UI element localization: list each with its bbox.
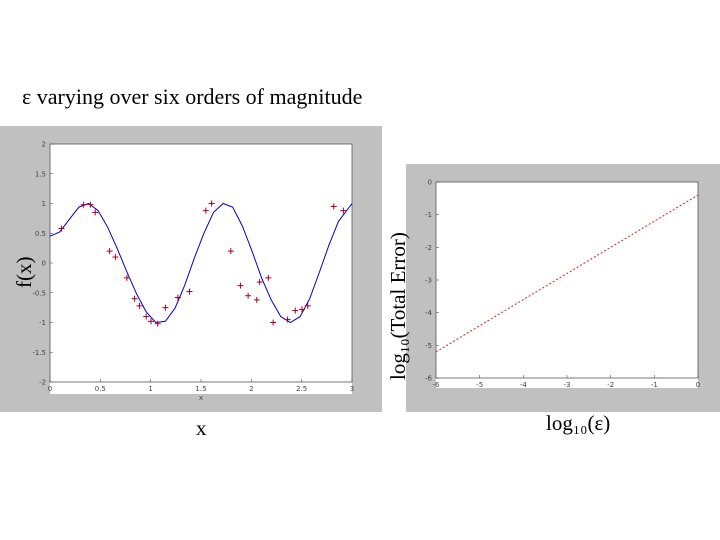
data-marker-0-4 bbox=[106, 248, 113, 255]
data-marker-0-27 bbox=[304, 302, 311, 309]
data-marker-0-21 bbox=[256, 279, 263, 286]
chart-panel-function: 0 0.5 1 1.5 2 2.5 3 2 1.5 1 0.5 0 -0.5 -1 -1.5 -2 x bbox=[0, 126, 382, 412]
data-marker-0-3 bbox=[92, 209, 99, 216]
plot-area-error: -6 -5 -4 -3 -2 -1 0 0 -1 -2 -3 -4 -5 -6 bbox=[425, 179, 700, 390]
y-tick-label-1-0: 0 bbox=[428, 179, 432, 187]
data-marker-0-7 bbox=[131, 295, 138, 302]
y-tick-label-1-3: -3 bbox=[425, 277, 432, 285]
series-line-0-0 bbox=[49, 202, 353, 324]
y-tick-label-1-2: -2 bbox=[425, 244, 432, 252]
x-tick-label-1-5: -1 bbox=[651, 381, 658, 389]
data-marker-0-16 bbox=[208, 200, 215, 207]
data-marker-0-14 bbox=[186, 288, 193, 295]
data-marker-0-15 bbox=[202, 207, 209, 214]
y-axis-label-function: f(x) bbox=[12, 256, 36, 288]
x-axis-label-error: log₁₀(ε) bbox=[546, 411, 610, 436]
x-tick-label-1-1: -5 bbox=[476, 381, 483, 389]
y-tick-label-0-2: 1 bbox=[42, 200, 46, 208]
y-tick-label-0-6: -1 bbox=[39, 319, 46, 327]
x-tick-label-1-6: 0 bbox=[696, 381, 700, 389]
y-tick-label-1-1: -1 bbox=[425, 211, 432, 219]
data-marker-0-13 bbox=[174, 294, 181, 301]
error-plot-svg: -6 -5 -4 -3 -2 -1 0 0 -1 -2 -3 -4 -5 -6 bbox=[425, 179, 700, 390]
x-axis-label-function: x bbox=[196, 416, 207, 440]
data-marker-0-12 bbox=[162, 304, 169, 311]
chart-panel-error: -6 -5 -4 -3 -2 -1 0 0 -1 -2 -3 -4 -5 -6 bbox=[406, 164, 720, 412]
series-line-1-0 bbox=[435, 194, 699, 353]
y-axis-label-error-text: log₁₀(Total Error) bbox=[386, 232, 410, 380]
data-marker-0-10 bbox=[147, 318, 154, 325]
x-tick-label-0-1: 0.5 bbox=[95, 385, 106, 393]
y-tick-label-0-1: 1.5 bbox=[35, 170, 46, 178]
data-marker-0-6 bbox=[123, 274, 130, 281]
slide-heading: ε varying over six orders of magnitude bbox=[22, 84, 363, 109]
data-marker-0-22 bbox=[265, 274, 272, 281]
y-tick-label-0-4: 0 bbox=[42, 260, 46, 268]
data-marker-0-9 bbox=[143, 313, 150, 320]
x-tick-label-0-4: 2 bbox=[249, 385, 253, 393]
y-tick-label-0-5: -0.5 bbox=[32, 289, 46, 297]
y-tick-label-1-5: -5 bbox=[425, 342, 432, 350]
data-marker-0-25 bbox=[292, 307, 299, 314]
y-tick-label-0-7: -1.5 bbox=[32, 349, 46, 357]
x-tick-label-1-3: -3 bbox=[564, 381, 571, 389]
data-marker-0-26 bbox=[298, 306, 305, 313]
data-marker-0-5 bbox=[112, 254, 119, 261]
y-tick-label-0-0: 2 bbox=[42, 141, 46, 149]
plot-frame-1 bbox=[435, 181, 699, 379]
x-axis-label-error-text: log₁₀(ε) bbox=[546, 411, 611, 435]
plot-area-function: 0 0.5 1 1.5 2 2.5 3 2 1.5 1 0.5 0 -0.5 -1 -1.5 -2 x bbox=[32, 141, 354, 403]
inner-x-label-0: x bbox=[199, 394, 203, 402]
x-tick-label-1-0: -6 bbox=[433, 381, 441, 389]
data-marker-0-24 bbox=[284, 316, 291, 323]
plot-frame-0 bbox=[49, 143, 353, 383]
x-tick-label-1-2: -4 bbox=[520, 381, 528, 389]
data-marker-0-23 bbox=[270, 319, 277, 326]
y-tick-label-1-4: -4 bbox=[425, 309, 433, 317]
data-marker-0-28 bbox=[330, 203, 337, 210]
x-tick-label-0-2: 1 bbox=[148, 385, 152, 393]
y-tick-label-1-6: -6 bbox=[425, 375, 433, 383]
data-marker-0-19 bbox=[245, 292, 252, 299]
data-marker-0-29 bbox=[340, 207, 347, 214]
data-marker-0-11 bbox=[154, 320, 161, 327]
data-marker-0-1 bbox=[80, 201, 87, 208]
x-tick-label-1-4: -2 bbox=[607, 381, 614, 389]
x-tick-label-0-5: 2.5 bbox=[296, 385, 307, 393]
y-tick-label-0-8: -2 bbox=[39, 379, 46, 387]
function-plot-svg: 0 0.5 1 1.5 2 2.5 3 2 1.5 1 0.5 0 -0.5 -1 -1.5 -2 x bbox=[32, 141, 354, 403]
y-tick-label-0-3: 0.5 bbox=[35, 230, 46, 238]
x-tick-label-0-6: 3 bbox=[350, 385, 354, 393]
x-tick-label-0-3: 1.5 bbox=[195, 385, 206, 393]
data-marker-0-0 bbox=[58, 225, 65, 232]
data-marker-0-17 bbox=[227, 248, 234, 255]
data-marker-0-18 bbox=[237, 282, 244, 289]
data-marker-0-2 bbox=[87, 201, 94, 208]
data-marker-0-20 bbox=[253, 296, 260, 303]
x-tick-label-0-0: 0 bbox=[48, 385, 52, 393]
data-marker-0-8 bbox=[136, 302, 143, 309]
y-axis-label-error: log₁₀(Total Error) bbox=[386, 232, 411, 380]
